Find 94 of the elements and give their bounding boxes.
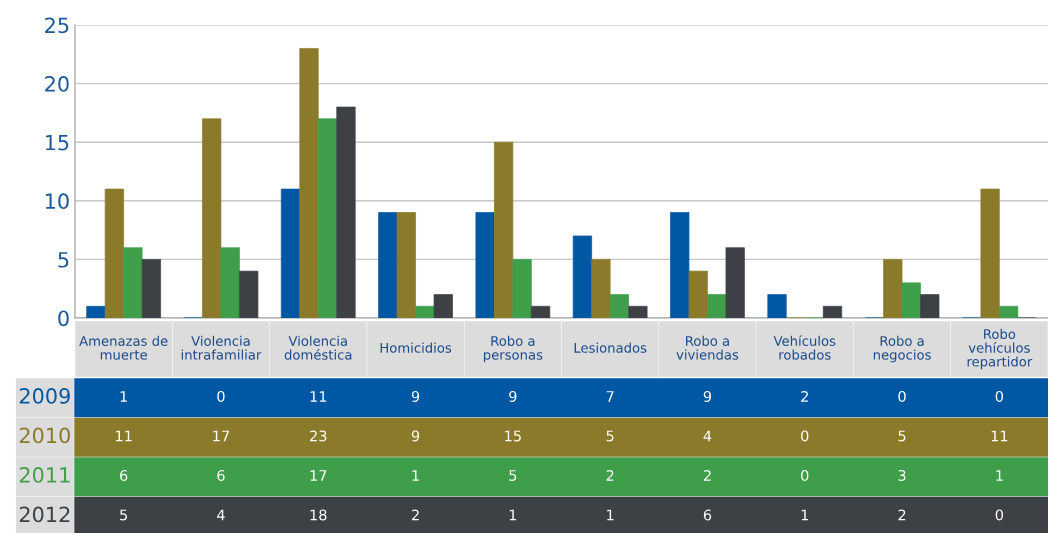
bar — [494, 141, 514, 318]
x-tick-label: Violencia doméstica — [284, 335, 352, 360]
x-tick-label: Violencia intrafamiliar — [181, 335, 262, 360]
y-tick-label: 5 — [58, 252, 69, 268]
data-label: 9 — [411, 390, 420, 402]
x-tick-label: Amenazas de muerte — [79, 335, 168, 360]
data-label: 11 — [991, 430, 1008, 442]
data-label: 15 — [505, 430, 521, 442]
bar — [901, 282, 921, 318]
data-label: 11 — [310, 391, 327, 402]
bar — [999, 305, 1019, 318]
data-label: 4 — [217, 509, 225, 521]
data-label: 2 — [703, 469, 711, 481]
data-label: 6 — [217, 469, 225, 481]
bar — [220, 247, 240, 318]
data-label: 1 — [509, 509, 517, 521]
bar — [725, 247, 745, 318]
data-label: 17 — [310, 470, 327, 481]
text: 2012 — [19, 506, 70, 523]
data-label: 6 — [703, 509, 712, 521]
data-label: 0 — [995, 390, 1004, 402]
bar — [396, 212, 416, 318]
data-label: 1 — [412, 470, 419, 481]
x-tick-label: Robo a negocios — [873, 335, 931, 363]
bar — [512, 259, 532, 318]
data-label: 0 — [801, 469, 809, 481]
x-tick-label: Vehículos robados — [773, 335, 836, 360]
x-tick-label: Robo a viviendas — [676, 335, 739, 360]
bar — [707, 294, 727, 318]
data-label: 6 — [120, 469, 128, 481]
data-label: 4 — [703, 430, 712, 442]
data-label: 5 — [898, 430, 906, 442]
bar — [415, 305, 435, 318]
x-tick-label: Lesionados — [574, 342, 647, 353]
bar — [883, 259, 903, 318]
data-label: 9 — [411, 430, 420, 442]
bar — [530, 305, 551, 318]
y-tick-label: 20 — [45, 76, 69, 92]
data-label: 3 — [898, 469, 906, 481]
bar — [104, 188, 124, 318]
data-label: 5 — [509, 470, 517, 481]
bar — [475, 212, 495, 318]
x-tick-label: Robo vehículos repartidor — [967, 328, 1033, 370]
bar — [980, 188, 1000, 318]
bar — [239, 270, 259, 318]
data-label: 2 — [411, 509, 419, 521]
text: 2009 — [19, 388, 70, 404]
bar — [433, 294, 453, 318]
bar — [299, 48, 319, 318]
x-tick-label: Homicidios — [380, 342, 452, 353]
bar — [572, 235, 593, 318]
x-tick-label: Robo a personas — [483, 335, 543, 363]
bar — [920, 294, 940, 318]
y-tick-label: 0 — [58, 310, 69, 327]
data-label: 1 — [120, 391, 127, 402]
data-label: 0 — [217, 390, 225, 402]
y-tick-label: 10 — [45, 193, 69, 210]
bar — [141, 259, 161, 318]
bar — [822, 305, 843, 318]
bar — [202, 118, 222, 318]
data-label: 0 — [995, 509, 1004, 521]
bar — [86, 305, 106, 318]
y-tick-label: 25 — [45, 17, 69, 34]
data-label: 23 — [310, 430, 327, 442]
data-label: 5 — [120, 509, 128, 521]
data-label: 1 — [996, 470, 1003, 481]
bar — [670, 212, 690, 318]
bar — [280, 188, 301, 318]
y-tick-label: 15 — [45, 134, 69, 151]
text: 2011 — [19, 467, 70, 483]
bar — [628, 305, 648, 318]
bar — [317, 118, 338, 318]
bar — [767, 294, 787, 318]
bar — [591, 259, 611, 318]
data-label: 17 — [213, 430, 229, 442]
data-label: 7 — [606, 391, 614, 402]
data-label: 18 — [310, 509, 327, 521]
data-label: 1 — [801, 509, 809, 521]
data-label: 2 — [898, 509, 906, 521]
data-label: 0 — [898, 390, 906, 402]
data-label: 0 — [801, 430, 809, 442]
data-label: 2 — [606, 469, 614, 481]
bar — [688, 270, 708, 318]
data-label: 9 — [509, 390, 517, 402]
data-label: 9 — [703, 390, 712, 402]
bar — [123, 247, 143, 318]
data-label: 11 — [115, 430, 132, 442]
data-label: 2 — [801, 390, 808, 402]
bar — [609, 294, 629, 318]
bar — [336, 106, 356, 318]
data-label: 5 — [606, 430, 614, 442]
text: 2010 — [19, 427, 70, 444]
bar — [378, 212, 398, 318]
data-label: 1 — [607, 509, 614, 521]
